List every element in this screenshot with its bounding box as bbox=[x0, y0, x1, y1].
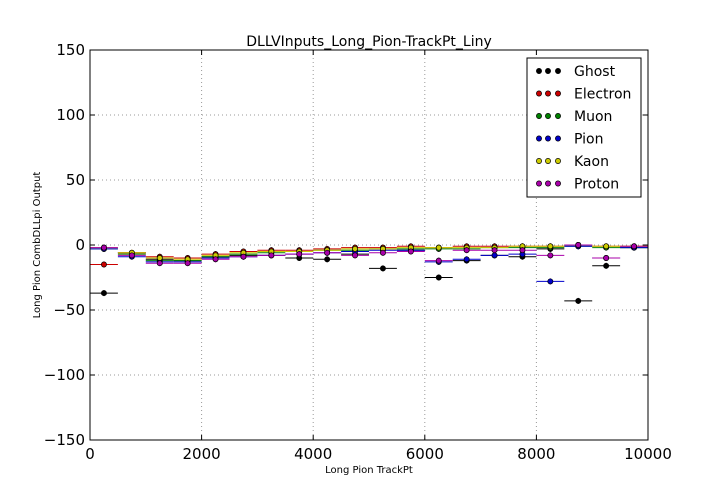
data-point bbox=[575, 297, 582, 304]
data-point bbox=[407, 248, 414, 255]
x-axis-label: Long Pion TrackPt bbox=[325, 465, 413, 476]
legend-marker bbox=[545, 180, 551, 187]
data-point bbox=[212, 256, 219, 263]
y-tick-label: 100 bbox=[56, 106, 85, 124]
legend-label: Proton bbox=[574, 177, 619, 193]
legend-marker bbox=[555, 113, 561, 119]
series-proton bbox=[90, 242, 648, 267]
data-point bbox=[435, 244, 442, 251]
data-point bbox=[240, 253, 247, 260]
data-point bbox=[519, 247, 526, 254]
y-tick-label: 50 bbox=[66, 171, 85, 189]
legend-box bbox=[526, 57, 642, 198]
data-point bbox=[380, 249, 386, 256]
legend-marker bbox=[545, 68, 551, 74]
legend: Ghost Electron Muon Pion Kaon Proton bbox=[526, 57, 642, 198]
data-point bbox=[100, 290, 107, 297]
y-axis-label: Long Pion CombDLLpi Output bbox=[32, 172, 43, 319]
data-point bbox=[100, 244, 107, 251]
legend-marker bbox=[555, 158, 561, 164]
data-point bbox=[491, 247, 498, 254]
legend-marker bbox=[545, 135, 551, 142]
data-point bbox=[491, 252, 498, 259]
data-point bbox=[324, 256, 331, 263]
legend-marker bbox=[536, 135, 542, 142]
x-tick-label: 2000 bbox=[183, 445, 221, 463]
data-point bbox=[547, 243, 554, 250]
data-point bbox=[463, 247, 470, 254]
data-point bbox=[603, 262, 610, 269]
data-point bbox=[380, 265, 386, 272]
plot-data bbox=[90, 242, 648, 304]
y-tick-label: 150 bbox=[56, 41, 85, 59]
data-point bbox=[547, 278, 554, 285]
x-tick-label: 6000 bbox=[406, 445, 444, 463]
x-tick-label: 10000 bbox=[624, 445, 672, 463]
series-ghost bbox=[90, 244, 648, 304]
data-point bbox=[352, 245, 358, 252]
legend-marker bbox=[555, 180, 561, 187]
legend-marker bbox=[536, 68, 542, 74]
legend-marker bbox=[536, 113, 542, 119]
chart-title: DLLVInputs_Long_Pion-TrackPt_Liny bbox=[246, 34, 492, 50]
data-point bbox=[352, 252, 358, 259]
y-tick-label: −50 bbox=[53, 301, 85, 319]
data-point bbox=[324, 249, 331, 256]
x-tick-label: 0 bbox=[85, 445, 95, 463]
data-point bbox=[296, 251, 303, 258]
series-pion bbox=[90, 243, 648, 285]
data-point bbox=[156, 255, 163, 261]
data-point bbox=[575, 242, 582, 248]
data-point bbox=[631, 243, 638, 250]
y-tick-label: 0 bbox=[75, 236, 85, 254]
axis-ticks: 0 2000 4000 6000 8000 10000 −150 −100 −50 0 50 100 1… bbox=[44, 41, 672, 463]
data-point bbox=[435, 274, 442, 281]
y-tick-label: −150 bbox=[44, 431, 85, 449]
legend-label: Muon bbox=[574, 109, 612, 125]
legend-label: Kaon bbox=[574, 154, 609, 170]
data-point bbox=[156, 260, 163, 267]
legend-marker bbox=[555, 135, 561, 142]
data-point bbox=[603, 255, 610, 261]
y-tick-label: −100 bbox=[44, 366, 85, 384]
legend-marker bbox=[545, 113, 551, 119]
x-tick-label: 8000 bbox=[517, 445, 555, 463]
x-tick-label: 4000 bbox=[294, 445, 332, 463]
data-point bbox=[435, 257, 442, 264]
legend-marker bbox=[536, 158, 542, 164]
data-point bbox=[547, 252, 554, 259]
legend-label: Pion bbox=[574, 132, 603, 148]
legend-marker bbox=[555, 90, 561, 97]
legend-marker bbox=[536, 90, 542, 97]
legend-marker bbox=[536, 180, 542, 187]
data-point bbox=[603, 243, 610, 250]
legend-marker bbox=[545, 90, 551, 97]
data-point bbox=[463, 256, 470, 263]
data-point bbox=[100, 261, 107, 268]
data-point bbox=[268, 252, 275, 259]
legend-marker bbox=[555, 68, 561, 74]
legend-label: Electron bbox=[574, 87, 631, 103]
data-point bbox=[128, 252, 135, 259]
data-point bbox=[184, 260, 191, 267]
legend-label: Ghost bbox=[574, 64, 616, 80]
legend-marker bbox=[545, 158, 551, 164]
